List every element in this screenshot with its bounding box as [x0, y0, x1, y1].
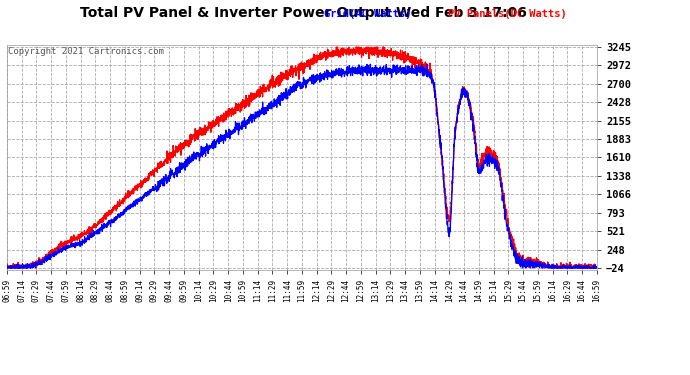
- Text: PV Panels(DC Watts): PV Panels(DC Watts): [448, 9, 567, 20]
- Text: Total PV Panel & Inverter Power Output Wed Feb 3 17:06: Total PV Panel & Inverter Power Output W…: [80, 6, 527, 20]
- Text: Grid(AC Watts): Grid(AC Watts): [324, 9, 412, 20]
- Text: Copyright 2021 Cartronics.com: Copyright 2021 Cartronics.com: [8, 47, 164, 56]
